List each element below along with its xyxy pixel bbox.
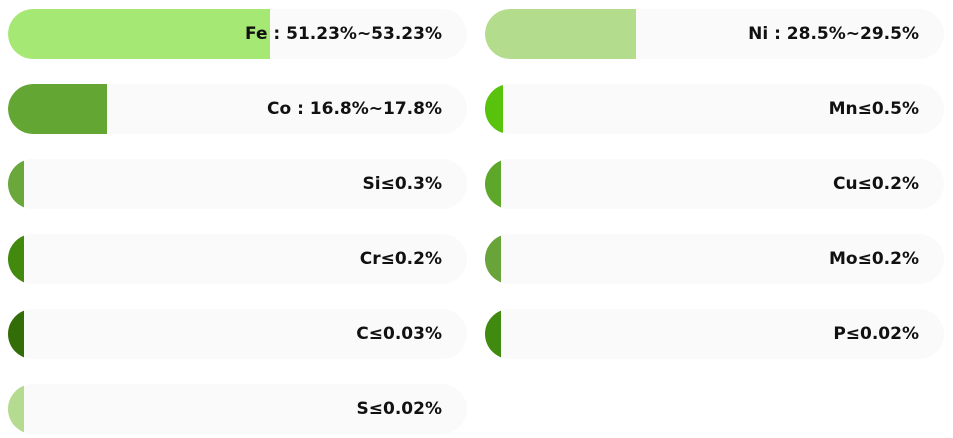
bar-track: Fe : 51.23%~53.23% (8, 9, 467, 59)
bar-label: Cu≤0.2% (833, 174, 919, 194)
bar-track: Co : 16.8%~17.8% (8, 84, 467, 134)
bar-fill (8, 234, 24, 284)
bar-track: S≤0.02% (8, 384, 467, 434)
bar-label: Fe : 51.23%~53.23% (245, 24, 442, 44)
bar-track: Mo≤0.2% (485, 234, 944, 284)
bar-track: P≤0.02% (485, 309, 944, 359)
bar-fill (8, 384, 24, 434)
bar-fill (485, 9, 636, 59)
bar-fill (8, 159, 24, 209)
bar-label: Si≤0.3% (362, 174, 442, 194)
bar-fill (8, 309, 24, 359)
bar-label: S≤0.02% (356, 399, 442, 419)
bar-label: Cr≤0.2% (359, 249, 442, 269)
bar-fill (485, 234, 501, 284)
bar-fill (485, 159, 501, 209)
bar-track: Cu≤0.2% (485, 159, 944, 209)
bar-fill (485, 84, 503, 134)
bar-track: Mn≤0.5% (485, 84, 944, 134)
bar-fill (8, 84, 107, 134)
bar-fill (8, 9, 270, 59)
bar-label: P≤0.02% (833, 324, 919, 344)
bar-label: Co : 16.8%~17.8% (267, 99, 442, 119)
bar-track: C≤0.03% (8, 309, 467, 359)
bar-label: Mn≤0.5% (828, 99, 919, 119)
bar-label: C≤0.03% (356, 324, 442, 344)
bar-track: Si≤0.3% (8, 159, 467, 209)
bar-track: Cr≤0.2% (8, 234, 467, 284)
bar-track: Ni : 28.5%~29.5% (485, 9, 944, 59)
bar-label: Mo≤0.2% (829, 249, 919, 269)
bar-label: Ni : 28.5%~29.5% (748, 24, 919, 44)
bar-fill (485, 309, 501, 359)
